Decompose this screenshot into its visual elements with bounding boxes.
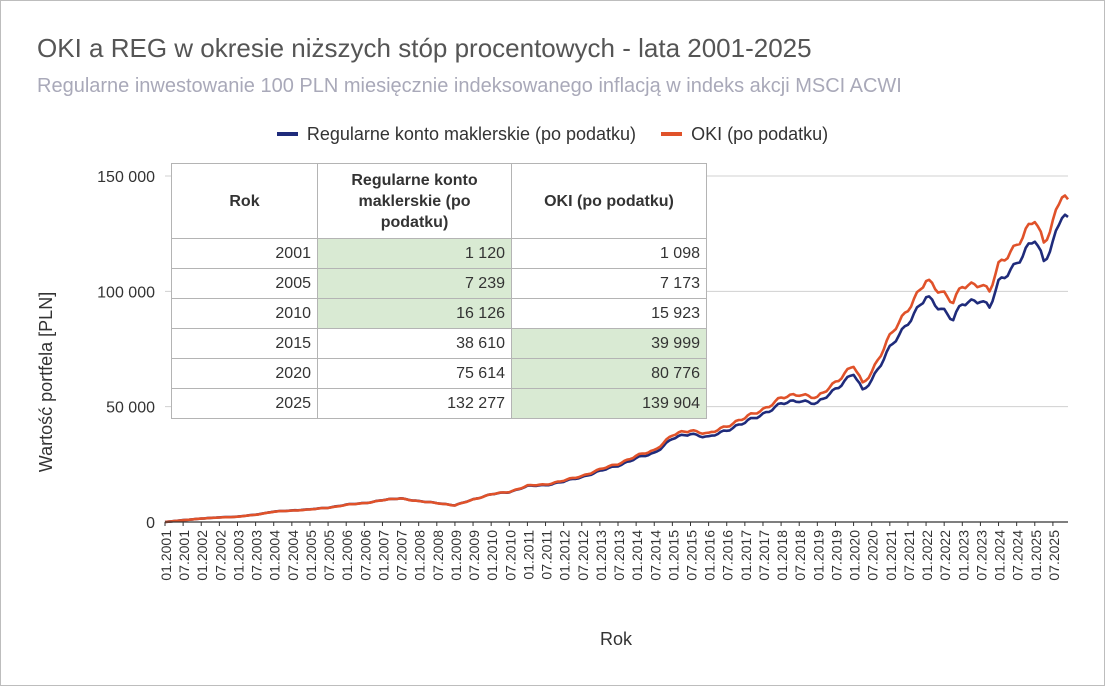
y-axis-label: Wartość portfela [PLN]: [36, 292, 56, 472]
table-cell-reg: 16 126: [317, 298, 512, 329]
x-tick-label: 07.2018: [792, 530, 808, 581]
table-row: 2015 38 610 39 999: [171, 328, 707, 359]
table-cell-year: 2015: [171, 328, 318, 359]
legend-item-oki[interactable]: OKI (po podatku): [661, 124, 828, 145]
x-tick-label: 07.2003: [249, 530, 265, 581]
x-tick-label: 07.2006: [357, 530, 373, 581]
table-header-oki: OKI (po podatku): [511, 163, 707, 239]
legend-label-oki: OKI (po podatku): [691, 123, 829, 144]
x-tick-label: 01.2010: [484, 530, 500, 581]
x-tick-label: 07.2011: [539, 530, 555, 580]
x-tick-label: 01.2020: [847, 530, 863, 581]
x-tick-label: 07.2017: [756, 530, 772, 581]
legend: Regularne konto maklerskie (po podatku) …: [0, 120, 1105, 145]
x-tick-label: 07.2014: [647, 530, 663, 581]
x-tick-label: 01.2007: [375, 530, 391, 581]
x-tick-label: 07.2024: [1010, 530, 1026, 581]
table-row: 2010 16 126 15 923: [171, 298, 707, 329]
x-tick-label: 07.2016: [720, 530, 736, 581]
table-row: 2001 1 120 1 098: [171, 238, 707, 269]
x-tick-label: 01.2001: [158, 530, 174, 581]
x-tick-label: 01.2016: [702, 530, 718, 581]
chart-subtitle: Regularne inwestowanie 100 PLN miesięczn…: [37, 75, 902, 97]
x-tick-label: 01.2013: [593, 530, 609, 581]
table-cell-year: 2025: [171, 388, 318, 419]
table-cell-reg: 132 277: [317, 388, 512, 419]
x-tick-label: 01.2005: [303, 530, 319, 581]
x-tick-label: 01.2024: [992, 530, 1008, 581]
x-tick-label: 01.2017: [738, 530, 754, 581]
x-tick-label: 07.2020: [865, 530, 881, 581]
chart-title: OKI a REG w okresie niższych stóp procen…: [37, 33, 812, 63]
x-tick-label: 07.2002: [212, 530, 228, 581]
y-tick-label: 0: [146, 515, 155, 532]
x-tick-label: 07.2012: [575, 530, 591, 581]
x-tick-label: 07.2008: [430, 530, 446, 581]
x-tick-label: 01.2023: [955, 530, 971, 581]
x-tick-label: 07.2022: [937, 530, 953, 581]
x-tick-label: 01.2008: [412, 530, 428, 581]
x-tick-label: 01.2018: [774, 530, 790, 581]
table-cell-year: 2010: [171, 298, 318, 329]
x-tick-label: 07.2010: [502, 530, 518, 581]
table-cell-oki: 39 999: [511, 328, 707, 359]
table-row: 2005 7 239 7 173: [171, 268, 707, 299]
table-cell-oki: 1 098: [511, 238, 707, 269]
x-tick-label: 07.2019: [828, 530, 844, 581]
x-tick-label: 07.2025: [1046, 530, 1062, 581]
x-tick-label: 01.2009: [448, 530, 464, 581]
table-cell-oki: 7 173: [511, 268, 707, 299]
x-tick-label: 01.2003: [230, 530, 246, 581]
x-tick-label: 07.2023: [973, 530, 989, 581]
x-tick-label: 01.2022: [919, 530, 935, 581]
x-tick-label: 01.2004: [267, 530, 283, 581]
legend-item-reg[interactable]: Regularne konto maklerskie (po podatku): [276, 123, 637, 145]
x-tick-label: 01.2014: [629, 530, 645, 581]
x-tick-label: 07.2013: [611, 530, 627, 581]
legend-label-reg: Regularne konto maklerskie (po podatku): [306, 123, 637, 144]
table-header-year: Rok: [171, 163, 318, 239]
x-tick-label: 01.2021: [883, 530, 899, 581]
series-line-oki: [164, 194, 1070, 524]
x-tick-label: 01.2025: [1028, 530, 1044, 581]
table-cell-year: 2020: [171, 358, 318, 389]
table-row: 2020 75 614 80 776: [171, 358, 707, 389]
x-tick-label: 07.2015: [683, 530, 699, 581]
table-cell-reg: 7 239: [317, 268, 512, 299]
y-tick-label: 50 000: [106, 400, 155, 417]
x-tick-label: 01.2012: [557, 530, 573, 581]
table-cell-year: 2005: [171, 268, 318, 299]
series-layer: [164, 194, 1070, 524]
x-tick-label: 07.2005: [321, 530, 337, 581]
table-cell-reg: 75 614: [317, 358, 512, 389]
legend-swatch-reg: [276, 132, 298, 136]
x-tick-label: 07.2009: [466, 530, 482, 581]
y-tick-label: 150 000: [97, 169, 155, 186]
table-cell-oki: 80 776: [511, 358, 707, 389]
legend-swatch-oki: [661, 132, 683, 136]
table-cell-year: 2001: [171, 238, 318, 269]
table-row: 2025 132 277 139 904: [171, 388, 707, 419]
x-tick-label: 01.2011: [520, 530, 536, 580]
table-cell-reg: 1 120: [317, 238, 512, 269]
table-cell-oki: 139 904: [511, 388, 707, 419]
table-header-reg: Regularne konto maklerskie (po podatku): [317, 163, 512, 239]
x-tick-label: 01.2019: [810, 530, 826, 581]
y-tick-label: 100 000: [97, 284, 155, 301]
table-cell-reg: 38 610: [317, 328, 512, 359]
table-cell-oki: 15 923: [511, 298, 707, 329]
x-axis-label: Rok: [600, 629, 633, 649]
x-tick-label: 01.2002: [194, 530, 210, 581]
x-tick-label: 07.2004: [285, 530, 301, 581]
x-tick-label: 01.2015: [665, 530, 681, 581]
summary-table: Rok Regularne konto maklerskie (po podat…: [171, 163, 707, 419]
x-tick-label: 07.2001: [176, 530, 192, 581]
x-tick-label: 01.2006: [339, 530, 355, 581]
x-tick-label: 07.2021: [901, 530, 917, 581]
x-tick-label: 07.2007: [394, 530, 410, 581]
table-header-row: Rok Regularne konto maklerskie (po podat…: [171, 163, 707, 239]
